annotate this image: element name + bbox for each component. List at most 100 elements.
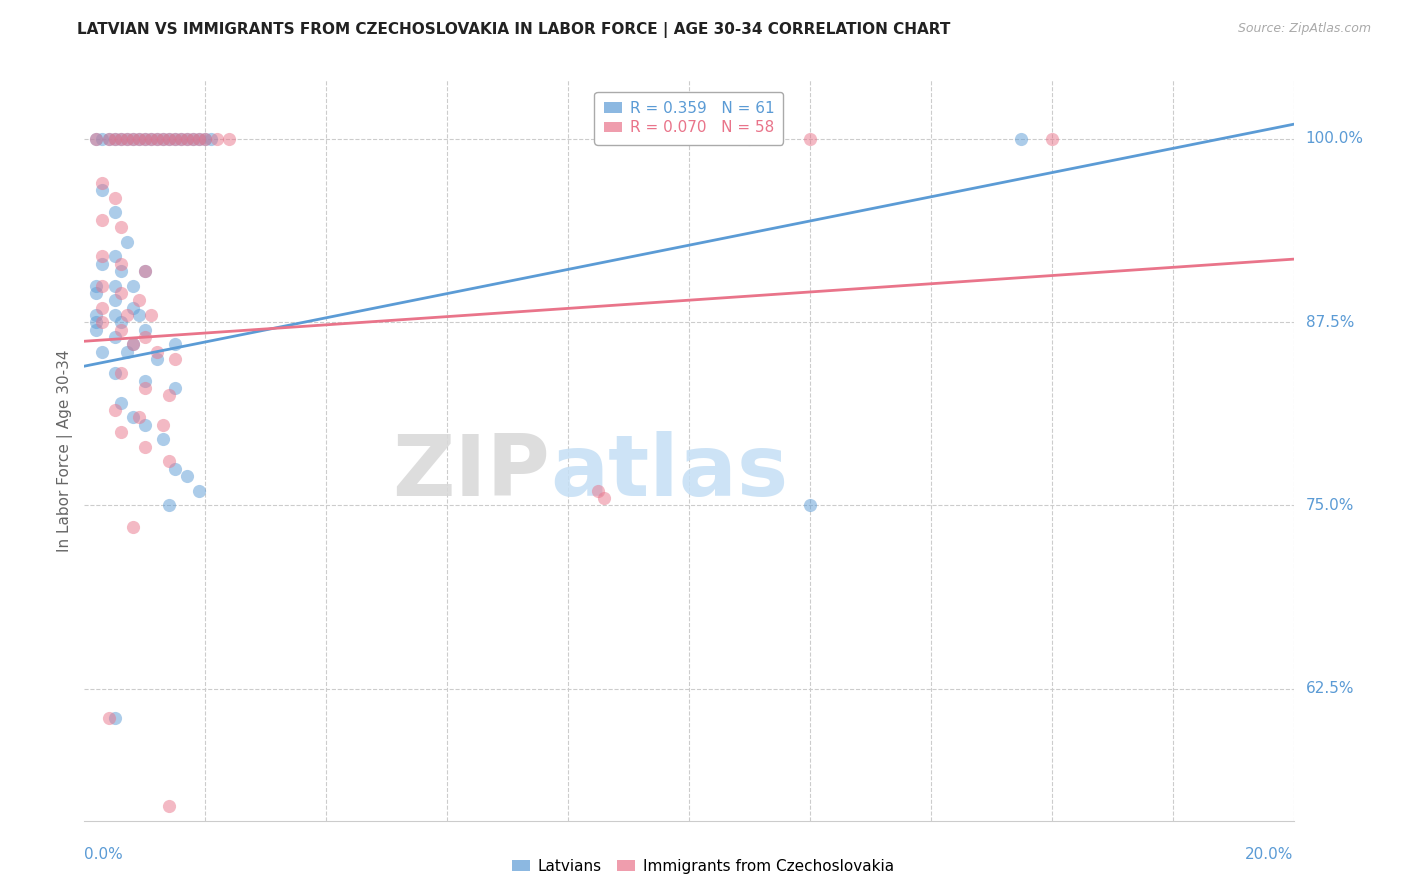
- Text: 20.0%: 20.0%: [1246, 847, 1294, 862]
- Point: [86, 315, 108, 329]
- Point: [157, 499, 180, 513]
- Point: [157, 388, 180, 402]
- Point: [170, 132, 193, 146]
- Text: Source: ZipAtlas.com: Source: ZipAtlas.com: [1237, 22, 1371, 36]
- Point: [165, 462, 187, 476]
- Point: [91, 301, 114, 315]
- Point: [110, 315, 132, 329]
- Point: [91, 249, 114, 263]
- Point: [91, 176, 114, 190]
- Point: [110, 367, 132, 381]
- Point: [152, 417, 174, 432]
- Text: ZIP: ZIP: [392, 431, 550, 514]
- Point: [134, 132, 156, 146]
- Point: [176, 132, 198, 146]
- Point: [97, 132, 120, 146]
- Point: [110, 396, 132, 410]
- Point: [128, 132, 150, 146]
- Point: [799, 499, 821, 513]
- Point: [181, 132, 204, 146]
- Legend: Latvians, Immigrants from Czechoslovakia: Latvians, Immigrants from Czechoslovakia: [506, 853, 900, 880]
- Point: [188, 132, 211, 146]
- Point: [146, 132, 169, 146]
- Point: [1011, 132, 1033, 146]
- Point: [91, 212, 114, 227]
- Point: [115, 132, 138, 146]
- Point: [128, 293, 150, 308]
- Point: [157, 454, 180, 468]
- Point: [91, 315, 114, 329]
- Point: [1040, 132, 1063, 146]
- Point: [104, 367, 127, 381]
- Point: [165, 351, 187, 366]
- Point: [207, 132, 229, 146]
- Point: [128, 308, 150, 322]
- Point: [104, 249, 127, 263]
- Point: [121, 132, 143, 146]
- Point: [134, 440, 156, 454]
- Point: [91, 132, 114, 146]
- Point: [128, 132, 150, 146]
- Point: [97, 711, 120, 725]
- Point: [115, 344, 138, 359]
- Point: [121, 278, 143, 293]
- Point: [200, 132, 222, 146]
- Point: [194, 132, 217, 146]
- Point: [104, 330, 127, 344]
- Point: [110, 132, 132, 146]
- Text: 75.0%: 75.0%: [1306, 498, 1354, 513]
- Text: LATVIAN VS IMMIGRANTS FROM CZECHOSLOVAKIA IN LABOR FORCE | AGE 30-34 CORRELATION: LATVIAN VS IMMIGRANTS FROM CZECHOSLOVAKI…: [77, 22, 950, 38]
- Point: [139, 132, 162, 146]
- Point: [134, 417, 156, 432]
- Point: [588, 483, 610, 498]
- Point: [170, 132, 193, 146]
- Point: [165, 132, 187, 146]
- Point: [738, 132, 761, 146]
- Point: [104, 132, 127, 146]
- Point: [121, 337, 143, 351]
- Point: [104, 711, 127, 725]
- Point: [104, 308, 127, 322]
- Point: [104, 278, 127, 293]
- Point: [110, 425, 132, 439]
- Point: [110, 219, 132, 234]
- Point: [134, 132, 156, 146]
- Point: [139, 132, 162, 146]
- Point: [799, 132, 821, 146]
- Text: atlas: atlas: [550, 431, 789, 514]
- Point: [194, 132, 217, 146]
- Point: [157, 799, 180, 814]
- Point: [115, 308, 138, 322]
- Point: [134, 330, 156, 344]
- Point: [115, 132, 138, 146]
- Point: [139, 308, 162, 322]
- Point: [146, 132, 169, 146]
- Point: [593, 491, 616, 505]
- Point: [218, 132, 240, 146]
- Text: 87.5%: 87.5%: [1306, 315, 1354, 330]
- Point: [86, 285, 108, 300]
- Point: [104, 205, 127, 219]
- Legend: R = 0.359   N = 61, R = 0.070   N = 58: R = 0.359 N = 61, R = 0.070 N = 58: [595, 92, 783, 145]
- Point: [86, 322, 108, 336]
- Point: [91, 256, 114, 270]
- Point: [188, 483, 211, 498]
- Point: [157, 132, 180, 146]
- Point: [91, 344, 114, 359]
- Point: [165, 337, 187, 351]
- Point: [157, 132, 180, 146]
- Point: [152, 433, 174, 447]
- Point: [110, 256, 132, 270]
- Point: [146, 344, 169, 359]
- Point: [110, 285, 132, 300]
- Point: [121, 301, 143, 315]
- Point: [134, 264, 156, 278]
- Point: [110, 264, 132, 278]
- Point: [121, 520, 143, 534]
- Point: [134, 322, 156, 336]
- Point: [128, 410, 150, 425]
- Text: 62.5%: 62.5%: [1306, 681, 1354, 696]
- Point: [110, 322, 132, 336]
- Point: [134, 381, 156, 395]
- Point: [104, 403, 127, 417]
